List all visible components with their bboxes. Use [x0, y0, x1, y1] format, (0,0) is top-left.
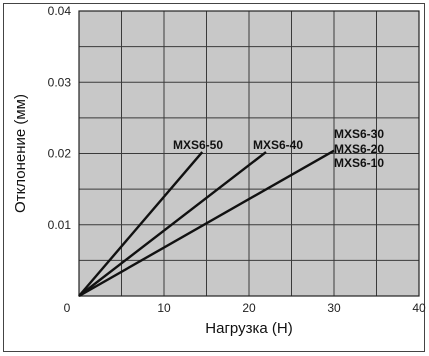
series-label-mxs6-50: MXS6-50: [173, 138, 223, 152]
x-tick-label: 40: [412, 301, 426, 315]
y-axis-title: Отклонение (мм): [12, 94, 29, 213]
y-tick-label: 0.01: [48, 218, 72, 232]
x-tick-label: 0: [64, 301, 71, 315]
y-tick-label: 0.04: [48, 4, 72, 18]
series-label-mxs6-20: MXS6-20: [334, 142, 384, 156]
series-line-0: [78, 151, 204, 297]
plot-border: [78, 10, 420, 297]
x-tick-label: 10: [157, 301, 171, 315]
series-label-mxs6-40: MXS6-40: [253, 138, 303, 152]
grid: [78, 10, 420, 297]
series-label-mxs6-30: MXS6-30: [334, 127, 384, 141]
y-tick-label: 0.02: [48, 147, 72, 161]
x-axis-title: Нагрузка (Н): [205, 320, 292, 337]
series-line-2: [78, 149, 335, 298]
tick-labels: 0 10 20 30 40 0.01 0.02 0.03 0.04: [48, 4, 426, 315]
y-tick-label: 0.03: [48, 75, 72, 89]
series-label-mxs6-10: MXS6-10: [334, 156, 384, 170]
x-tick-label: 20: [242, 301, 256, 315]
series-lines: [78, 149, 335, 298]
series-line-1: [78, 151, 267, 297]
x-tick-label: 30: [327, 301, 341, 315]
